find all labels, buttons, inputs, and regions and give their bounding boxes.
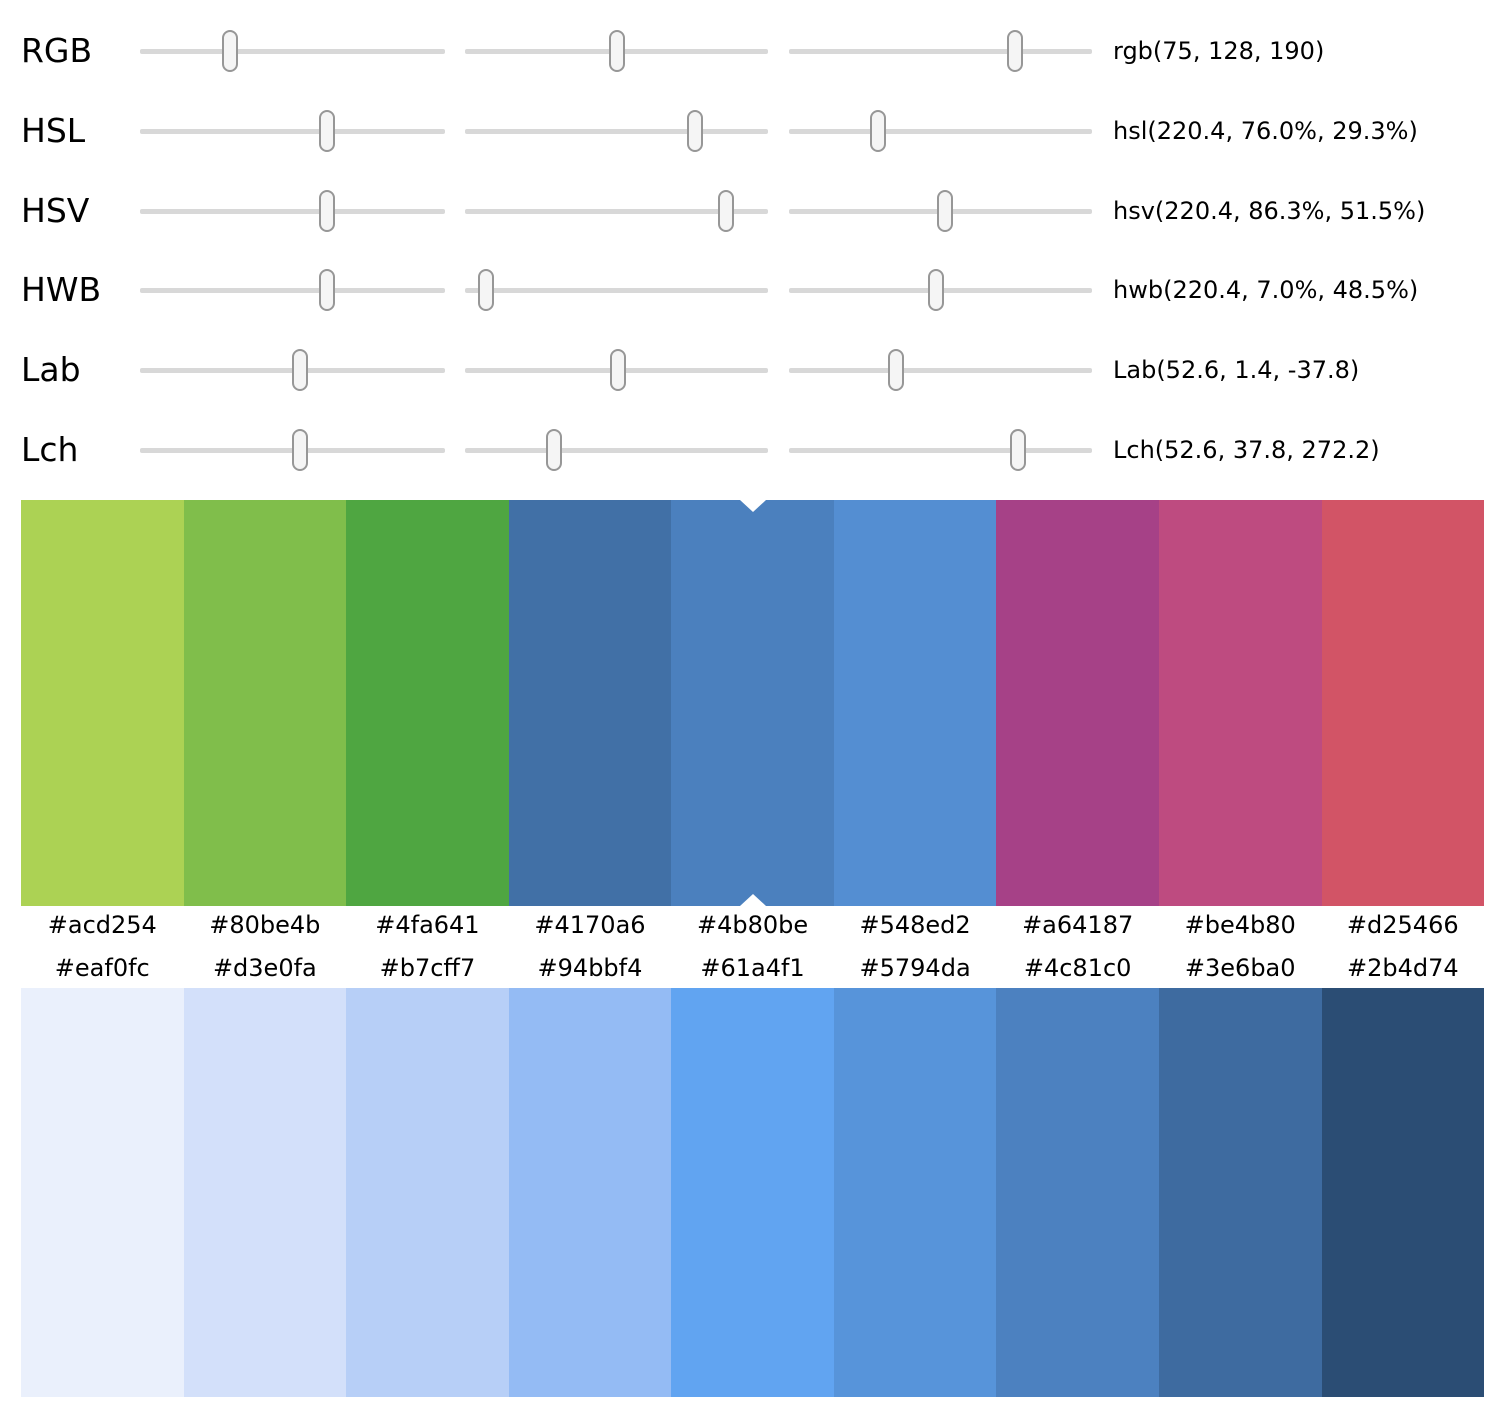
slider-panel: RGB rgb(75, 128, 190) HSL hsl(220.4, 76.0%,… (0, 0, 1501, 490)
slider-track[interactable] (465, 448, 768, 453)
shade-swatch[interactable] (996, 988, 1159, 1397)
harmony-swatch[interactable] (508, 500, 672, 906)
slider-handle[interactable] (937, 190, 953, 232)
slider-handle[interactable] (1010, 429, 1026, 471)
slider-row-label-lab: Lab (21, 350, 81, 389)
slider-track[interactable] (789, 129, 1092, 134)
harmony-swatch[interactable] (996, 500, 1159, 906)
slider-handle[interactable] (292, 429, 308, 471)
slider-handle[interactable] (687, 110, 703, 152)
slider-handle[interactable] (222, 30, 238, 72)
slider-handle[interactable] (888, 349, 904, 391)
slider-handle[interactable] (546, 429, 562, 471)
selected-swatch-marker-top-icon (739, 500, 766, 512)
shade-swatch[interactable] (1158, 988, 1322, 1397)
slider-handle[interactable] (478, 269, 494, 311)
slider-handle[interactable] (928, 269, 944, 311)
slider-row-label-hsl: HSL (21, 111, 86, 150)
slider-row-label-hwb: HWB (21, 270, 102, 309)
slider-track[interactable] (140, 49, 445, 54)
shade-swatch[interactable] (183, 988, 347, 1397)
slider-handle[interactable] (718, 190, 734, 232)
slider-track[interactable] (465, 288, 768, 293)
slider-value-readout: rgb(75, 128, 190) (1113, 37, 1325, 65)
shade-swatch[interactable] (508, 988, 672, 1397)
shade-hex-label: #61a4f1 (700, 954, 805, 982)
harmony-hex-label: #4170a6 (534, 911, 646, 939)
harmony-strip (21, 500, 1485, 906)
shade-hex-label: #eaf0fc (54, 954, 150, 982)
harmony-swatch[interactable] (671, 500, 834, 906)
shade-hex-label: #3e6ba0 (1184, 954, 1296, 982)
shade-hex-label: #2b4d74 (1346, 954, 1459, 982)
slider-track[interactable] (465, 209, 768, 214)
shade-hex-label: #94bbf4 (537, 954, 643, 982)
slider-track[interactable] (789, 49, 1092, 54)
slider-handle[interactable] (319, 190, 335, 232)
shade-hex-label: #4c81c0 (1023, 954, 1132, 982)
harmony-swatch[interactable] (833, 500, 997, 906)
shade-hex-label: #d3e0fa (212, 954, 317, 982)
slider-value-readout: Lch(52.6, 37.8, 272.2) (1113, 436, 1380, 464)
shade-hex-label: #b7cff7 (379, 954, 476, 982)
slider-handle[interactable] (319, 110, 335, 152)
harmony-hex-label: #80be4b (209, 911, 321, 939)
harmony-swatch[interactable] (21, 500, 184, 906)
harmony-hex-label: #548ed2 (859, 911, 971, 939)
slider-row-label-hsv: HSV (21, 191, 90, 230)
harmony-hex-labels: #acd254 #80be4b #4fa641 #4170a6 #4b80be #548e… (21, 906, 1484, 944)
harmony-hex-label: #acd254 (47, 911, 157, 939)
harmony-swatch[interactable] (183, 500, 347, 906)
harmony-hex-label: #a64187 (1022, 911, 1134, 939)
slider-row-label-rgb: RGB (21, 31, 93, 70)
slider-track[interactable] (140, 288, 445, 293)
slider-track[interactable] (140, 129, 445, 134)
shade-swatch[interactable] (1321, 988, 1485, 1397)
harmony-swatch[interactable] (346, 500, 509, 906)
slider-value-readout: Lab(52.6, 1.4, -37.8) (1113, 356, 1360, 384)
shade-swatch[interactable] (346, 988, 509, 1397)
shades-strip (21, 988, 1485, 1397)
slider-handle[interactable] (319, 269, 335, 311)
shade-swatch[interactable] (671, 988, 834, 1397)
harmony-hex-label: #d25466 (1346, 911, 1459, 939)
slider-track[interactable] (789, 368, 1092, 373)
shade-swatch[interactable] (833, 988, 997, 1397)
slider-track[interactable] (789, 448, 1092, 453)
slider-handle[interactable] (1007, 30, 1023, 72)
slider-handle[interactable] (870, 110, 886, 152)
shade-hex-label: #5794da (859, 954, 971, 982)
selected-swatch-marker-bottom-icon (739, 894, 766, 906)
slider-track[interactable] (140, 209, 445, 214)
slider-handle[interactable] (609, 30, 625, 72)
slider-value-readout: hsv(220.4, 86.3%, 51.5%) (1113, 197, 1426, 225)
harmony-swatch[interactable] (1321, 500, 1485, 906)
harmony-hex-label: #4fa641 (375, 911, 480, 939)
slider-value-readout: hwb(220.4, 7.0%, 48.5%) (1113, 276, 1419, 304)
harmony-hex-label: #4b80be (696, 911, 809, 939)
slider-handle[interactable] (610, 349, 626, 391)
slider-track[interactable] (465, 129, 768, 134)
slider-row-label-lch: Lch (21, 430, 79, 469)
harmony-swatch[interactable] (1158, 500, 1322, 906)
slider-value-readout: hsl(220.4, 76.0%, 29.3%) (1113, 117, 1418, 145)
shades-hex-labels: #eaf0fc #d3e0fa #b7cff7 #94bbf4 #61a4f1 #5794… (21, 948, 1484, 988)
slider-handle[interactable] (292, 349, 308, 391)
shade-swatch[interactable] (21, 988, 184, 1397)
harmony-hex-label: #be4b80 (1184, 911, 1296, 939)
